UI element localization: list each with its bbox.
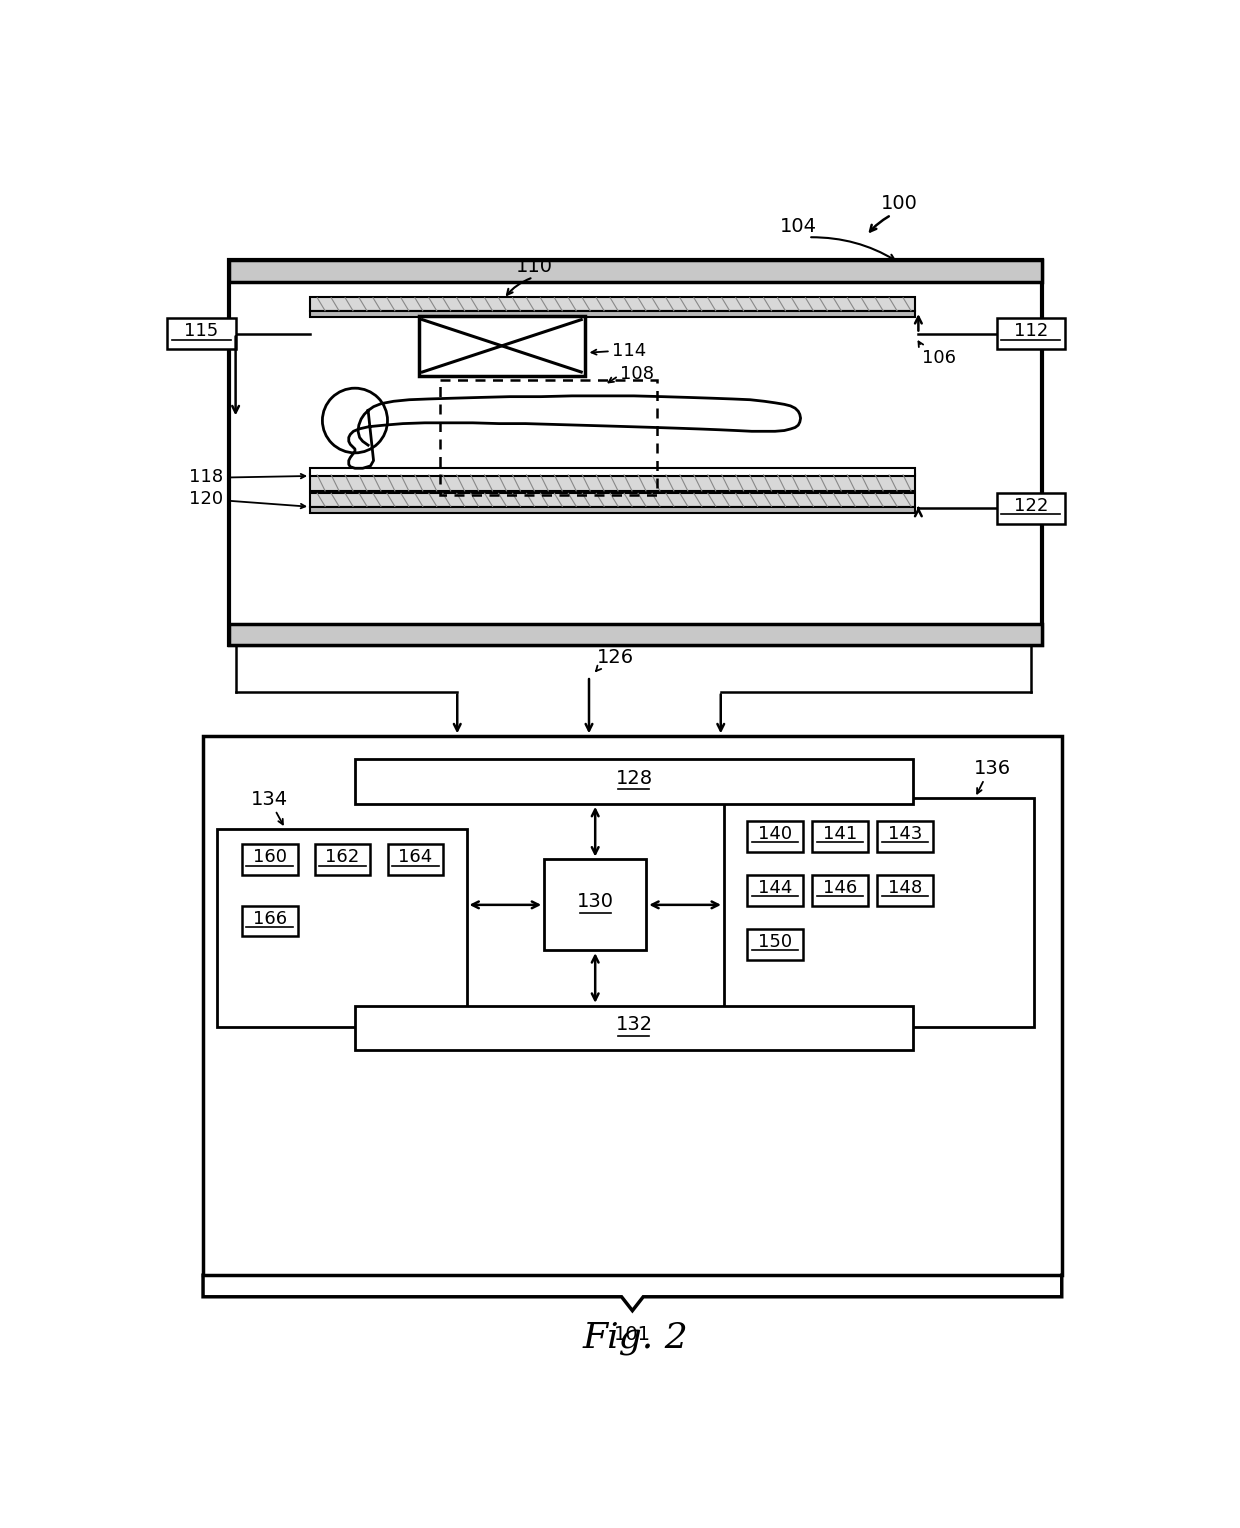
Text: 101: 101	[614, 1325, 651, 1343]
Text: 141: 141	[823, 825, 857, 843]
Text: 126: 126	[596, 648, 634, 666]
Bar	[997, 318, 1065, 348]
Text: 128: 128	[615, 769, 652, 788]
Text: 122: 122	[1013, 497, 1048, 515]
Text: 106: 106	[923, 348, 956, 367]
Bar	[242, 906, 298, 937]
Text: 132: 132	[615, 1016, 652, 1034]
Text: 134: 134	[252, 790, 288, 808]
Bar	[746, 929, 804, 960]
Bar	[228, 260, 1043, 283]
Text: 143: 143	[888, 825, 923, 843]
Bar	[812, 876, 868, 906]
Text: 140: 140	[758, 825, 792, 843]
Bar	[997, 494, 1065, 524]
Bar	[724, 798, 1034, 1027]
Bar	[167, 318, 236, 348]
Bar	[228, 623, 1043, 645]
Text: 104: 104	[780, 217, 817, 235]
Text: 108: 108	[620, 365, 653, 384]
Bar	[217, 828, 466, 1027]
Bar	[228, 260, 1043, 283]
Bar	[812, 821, 868, 851]
Text: 136: 136	[973, 759, 1011, 778]
Text: 166: 166	[253, 909, 286, 927]
Text: 146: 146	[823, 879, 857, 897]
Text: 112: 112	[1013, 322, 1048, 341]
Text: 114: 114	[613, 342, 646, 361]
Text: 162: 162	[325, 848, 360, 866]
Bar	[878, 876, 934, 906]
Bar	[746, 821, 804, 851]
Bar	[419, 316, 585, 376]
Text: Fig. 2: Fig. 2	[583, 1322, 688, 1355]
Circle shape	[322, 388, 388, 452]
Text: 115: 115	[185, 322, 218, 341]
Bar	[228, 623, 1043, 645]
Bar	[310, 298, 915, 312]
Text: 100: 100	[880, 194, 918, 212]
Text: 160: 160	[253, 848, 286, 866]
Bar	[310, 494, 915, 507]
Bar	[228, 260, 1043, 645]
Bar	[387, 843, 444, 876]
Bar	[310, 468, 915, 475]
Text: 110: 110	[516, 257, 553, 275]
Polygon shape	[348, 396, 801, 468]
Bar	[310, 474, 915, 492]
Bar	[203, 736, 1061, 1276]
Bar	[315, 843, 371, 876]
Text: 150: 150	[758, 932, 792, 950]
Bar	[242, 843, 298, 876]
Text: 130: 130	[577, 892, 614, 911]
Text: 164: 164	[398, 848, 433, 866]
Bar	[355, 759, 913, 804]
Text: 118: 118	[188, 469, 223, 486]
Bar	[878, 821, 934, 851]
Text: 148: 148	[888, 879, 923, 897]
Bar	[746, 876, 804, 906]
Bar	[355, 1005, 913, 1050]
Bar	[310, 507, 915, 513]
Bar	[440, 380, 657, 495]
Bar	[544, 859, 646, 950]
Bar	[310, 312, 915, 318]
Text: 120: 120	[188, 490, 223, 507]
Text: 144: 144	[758, 879, 792, 897]
